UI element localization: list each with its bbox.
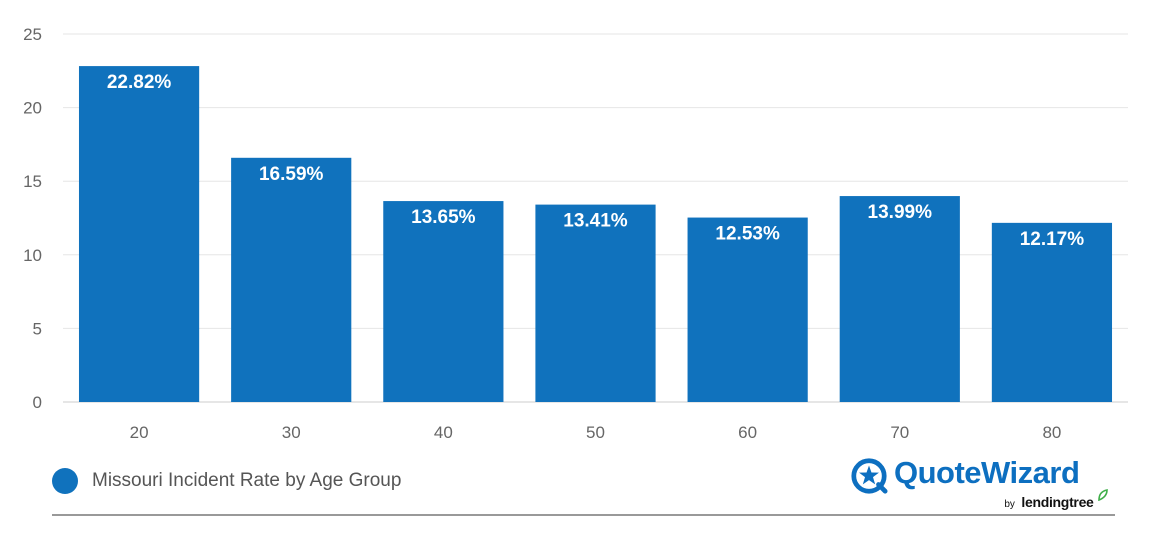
legend-label: Missouri Incident Rate by Age Group (92, 470, 402, 491)
y-tick-label: 25 (23, 25, 42, 44)
legend[interactable]: Missouri Incident Rate by Age Group (52, 467, 401, 495)
leaf-icon (1098, 489, 1108, 502)
data-label: 16.59% (259, 164, 324, 185)
data-label: 12.17% (1020, 229, 1085, 250)
x-tick-label: 30 (282, 423, 301, 442)
bars (78, 66, 1113, 402)
x-tick-label: 40 (434, 423, 453, 442)
bar (991, 222, 1113, 402)
x-tick-label: 60 (738, 423, 757, 442)
x-axis-ticks: 20 30 40 50 60 70 80 (130, 423, 1062, 442)
x-tick-label: 70 (890, 423, 909, 442)
footer-divider (52, 514, 1115, 516)
data-label: 13.41% (563, 211, 628, 232)
logo-by-text: by (1004, 499, 1015, 510)
logo-brand-text: QuoteWizard (894, 455, 1080, 490)
bar (535, 204, 656, 402)
legend-marker (52, 468, 78, 494)
data-label: 13.65% (411, 207, 476, 228)
x-tick-label: 80 (1042, 423, 1061, 442)
quotewizard-logo: QuoteWizard by lendingtree (846, 455, 1116, 510)
y-tick-label: 15 (23, 172, 42, 191)
y-tick-label: 10 (23, 246, 42, 265)
bar (78, 66, 200, 402)
bar (839, 196, 960, 402)
y-axis-ticks: 0 5 10 15 20 25 (23, 25, 42, 412)
quotewizard-star-icon (851, 458, 888, 494)
y-tick-label: 20 (23, 99, 42, 118)
data-label: 22.82% (107, 72, 172, 93)
data-label: 13.99% (868, 202, 933, 223)
y-tick-label: 5 (33, 319, 42, 338)
x-tick-label: 20 (130, 423, 149, 442)
bar (383, 201, 504, 402)
bar (687, 217, 808, 402)
data-label: 12.53% (715, 224, 780, 245)
x-tick-label: 50 (586, 423, 605, 442)
logo-partner-text: lendingtree (1021, 494, 1094, 510)
bar-chart: 0 5 10 15 20 25 22.82% 16.59% 13.65% 13.41% 12.53… (23, 25, 1128, 442)
data-labels: 22.82% 16.59% 13.65% 13.41% 12.53% 13.99% 12.1… (107, 72, 1084, 250)
y-tick-label: 0 (33, 393, 42, 412)
logo-byline: by lendingtree (1004, 489, 1108, 512)
bar (231, 157, 352, 402)
